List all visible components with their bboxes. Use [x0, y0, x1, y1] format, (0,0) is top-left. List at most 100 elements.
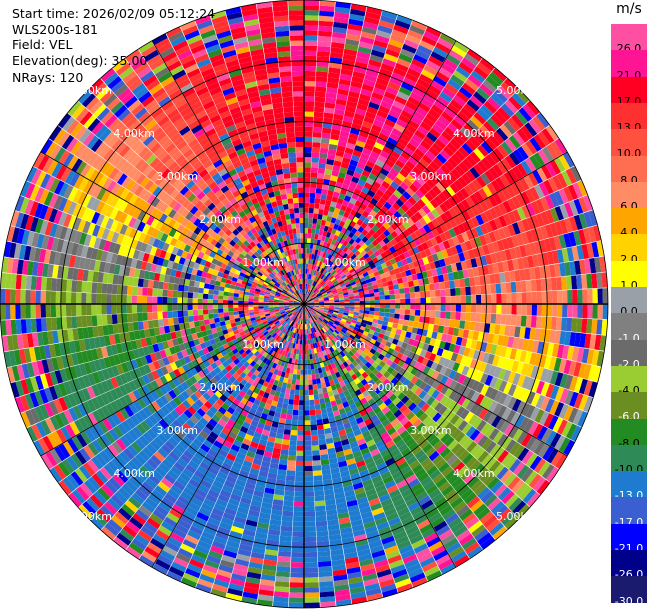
range-gate — [342, 157, 351, 165]
range-gate — [356, 271, 363, 277]
range-gate — [318, 25, 333, 32]
range-gate — [334, 283, 341, 288]
range-gate — [507, 198, 517, 211]
range-gate — [347, 265, 354, 272]
range-gate — [311, 157, 320, 163]
range-gate — [494, 251, 503, 263]
range-gate — [333, 258, 339, 265]
range-gate — [318, 297, 324, 300]
range-gate — [485, 154, 497, 167]
range-gate — [306, 284, 309, 290]
range-gate — [512, 258, 520, 271]
range-gate — [558, 154, 571, 170]
range-gate — [439, 33, 456, 45]
range-gate — [578, 213, 588, 229]
range-gate — [469, 277, 476, 287]
range-gate — [559, 331, 566, 345]
range-gate — [574, 260, 582, 275]
ppi-gates — [0, 0, 608, 608]
range-gate — [310, 364, 315, 370]
range-gate — [321, 268, 326, 275]
range-gate — [324, 306, 330, 308]
range-gate — [317, 173, 325, 179]
range-gate — [330, 52, 344, 59]
range-gate — [381, 244, 389, 252]
range-gate — [461, 142, 474, 155]
range-gate — [453, 215, 462, 226]
range-gate — [347, 23, 363, 32]
range-gate — [499, 250, 508, 262]
range-gate — [474, 236, 483, 248]
range-gate — [487, 96, 501, 111]
range-gate — [351, 234, 359, 241]
range-gate — [325, 242, 331, 249]
range-gate — [320, 219, 327, 226]
range-gate — [312, 142, 321, 148]
range-gate — [381, 10, 398, 20]
range-gate — [460, 287, 466, 296]
range-gate — [567, 289, 573, 304]
range-gate — [340, 274, 347, 280]
range-gate — [343, 152, 353, 160]
range-gate — [506, 304, 512, 315]
range-gate — [370, 168, 380, 177]
range-gate — [392, 202, 401, 211]
range-gate — [374, 34, 390, 44]
range-gate — [422, 168, 433, 179]
range-gate — [472, 247, 481, 258]
range-gate — [376, 264, 383, 271]
range-gate — [314, 289, 319, 294]
range-gate — [488, 71, 504, 86]
range-gate — [450, 311, 456, 320]
range-gate — [405, 209, 415, 218]
range-gate — [420, 297, 426, 304]
range-gate — [472, 267, 480, 277]
range-gate — [458, 61, 474, 75]
range-gate — [372, 44, 387, 54]
range-gate — [364, 275, 371, 281]
range-gate — [519, 269, 526, 281]
range-gate — [495, 283, 502, 294]
range-gate — [292, 531, 304, 538]
range-gate — [382, 123, 394, 133]
range-gate — [292, 409, 299, 416]
range-gate — [589, 258, 597, 274]
range-gate — [310, 274, 314, 280]
range-gate — [315, 291, 321, 295]
range-gate — [515, 281, 522, 293]
range-gate — [377, 283, 384, 288]
range-gate — [411, 134, 423, 144]
range-gate — [522, 104, 536, 119]
range-gate — [449, 182, 460, 194]
range-gate — [521, 218, 531, 232]
range-gate — [304, 50, 317, 56]
range-gate — [339, 299, 345, 303]
range-gate — [307, 296, 311, 301]
range-gate — [346, 28, 362, 37]
range-gate — [431, 142, 443, 154]
range-gate — [503, 120, 517, 135]
range-gate — [319, 147, 329, 154]
range-gate — [418, 185, 428, 196]
range-gate — [332, 291, 338, 295]
range-gate — [501, 187, 512, 201]
range-gate — [374, 114, 386, 124]
range-gate — [493, 229, 502, 241]
range-gate — [316, 525, 328, 532]
range-gate — [316, 292, 321, 296]
range-gate — [480, 313, 487, 323]
range-gate — [405, 187, 415, 197]
range-gate — [351, 154, 360, 162]
range-gate — [304, 55, 317, 62]
range-gate — [390, 193, 399, 203]
range-gate — [418, 235, 426, 244]
range-gate — [370, 197, 379, 206]
range-gate — [344, 229, 351, 236]
range-gate — [307, 228, 312, 234]
range-gate — [286, 383, 292, 390]
range-gate — [465, 139, 477, 152]
range-gate — [425, 310, 431, 317]
range-gate — [422, 233, 431, 242]
range-gate — [316, 383, 322, 389]
range-gate — [488, 231, 497, 243]
